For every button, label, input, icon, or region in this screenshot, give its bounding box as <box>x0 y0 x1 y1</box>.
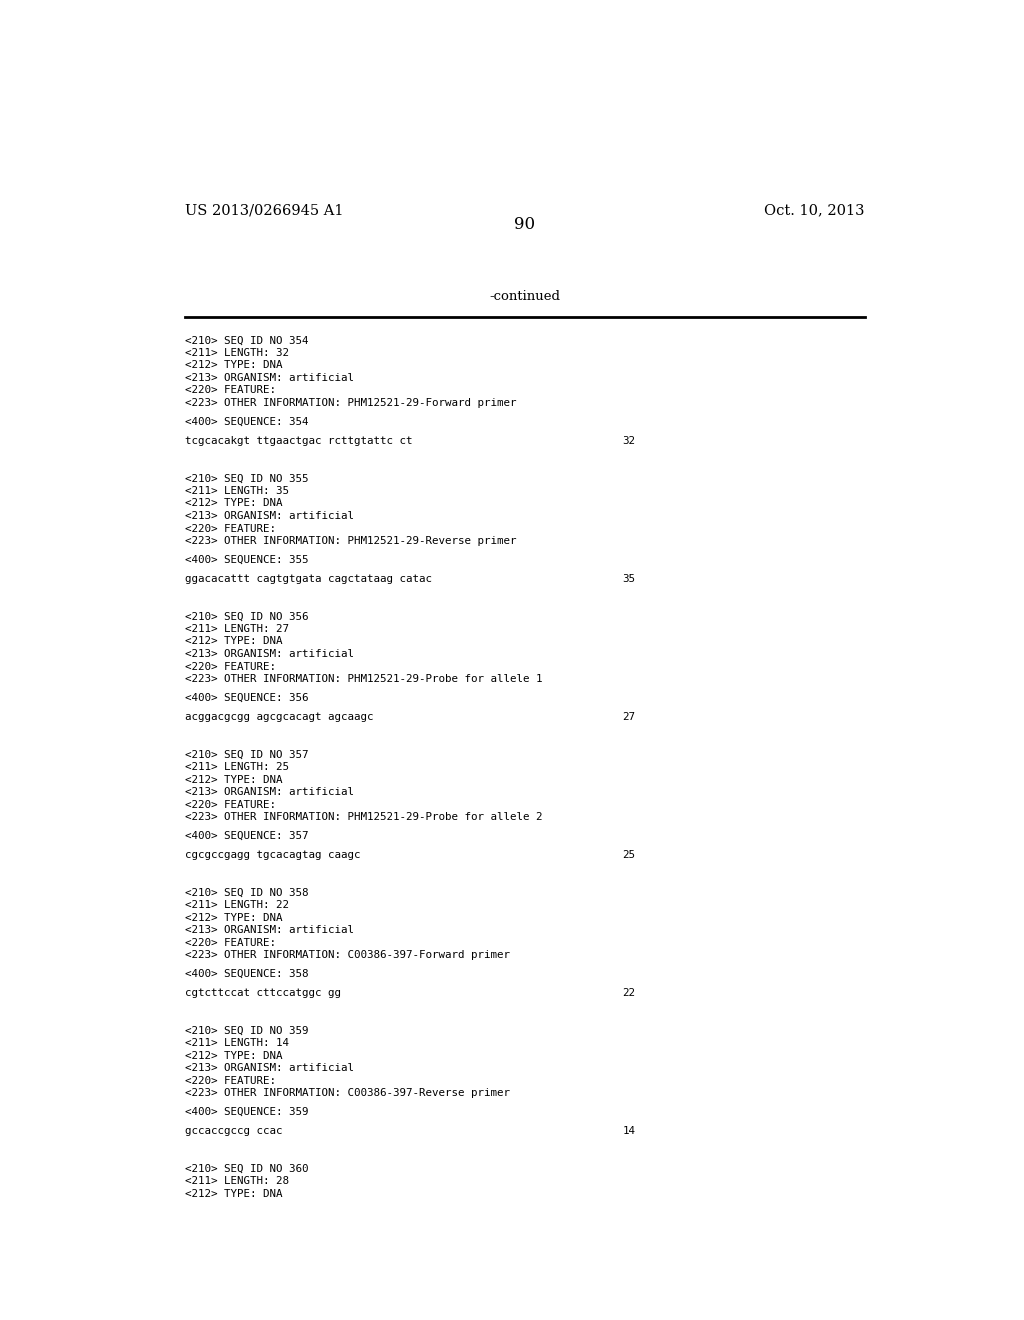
Text: <220> FEATURE:: <220> FEATURE: <box>185 661 276 672</box>
Text: <211> LENGTH: 25: <211> LENGTH: 25 <box>185 762 289 772</box>
Text: <223> OTHER INFORMATION: C00386-397-Forward primer: <223> OTHER INFORMATION: C00386-397-Forw… <box>185 950 510 960</box>
Text: <211> LENGTH: 27: <211> LENGTH: 27 <box>185 624 289 634</box>
Text: 14: 14 <box>623 1126 636 1137</box>
Text: <212> TYPE: DNA: <212> TYPE: DNA <box>185 1051 283 1061</box>
Text: -continued: -continued <box>489 289 560 302</box>
Text: <213> ORGANISM: artificial: <213> ORGANISM: artificial <box>185 511 354 521</box>
Text: <210> SEQ ID NO 357: <210> SEQ ID NO 357 <box>185 750 308 759</box>
Text: acggacgcgg agcgcacagt agcaagc: acggacgcgg agcgcacagt agcaagc <box>185 711 374 722</box>
Text: <212> TYPE: DNA: <212> TYPE: DNA <box>185 499 283 508</box>
Text: <400> SEQUENCE: 354: <400> SEQUENCE: 354 <box>185 417 308 426</box>
Text: <220> FEATURE:: <220> FEATURE: <box>185 1076 276 1086</box>
Text: <400> SEQUENCE: 357: <400> SEQUENCE: 357 <box>185 832 308 841</box>
Text: <223> OTHER INFORMATION: C00386-397-Reverse primer: <223> OTHER INFORMATION: C00386-397-Reve… <box>185 1089 510 1098</box>
Text: <210> SEQ ID NO 355: <210> SEQ ID NO 355 <box>185 474 308 483</box>
Text: <400> SEQUENCE: 358: <400> SEQUENCE: 358 <box>185 969 308 979</box>
Text: <211> LENGTH: 22: <211> LENGTH: 22 <box>185 900 289 909</box>
Text: 27: 27 <box>623 711 636 722</box>
Text: <210> SEQ ID NO 359: <210> SEQ ID NO 359 <box>185 1026 308 1036</box>
Text: 35: 35 <box>623 574 636 583</box>
Text: Oct. 10, 2013: Oct. 10, 2013 <box>764 203 864 216</box>
Text: <213> ORGANISM: artificial: <213> ORGANISM: artificial <box>185 649 354 659</box>
Text: gccaccgccg ccac: gccaccgccg ccac <box>185 1126 283 1137</box>
Text: <220> FEATURE:: <220> FEATURE: <box>185 524 276 533</box>
Text: <212> TYPE: DNA: <212> TYPE: DNA <box>185 636 283 647</box>
Text: <210> SEQ ID NO 354: <210> SEQ ID NO 354 <box>185 335 308 346</box>
Text: <400> SEQUENCE: 359: <400> SEQUENCE: 359 <box>185 1107 308 1117</box>
Text: US 2013/0266945 A1: US 2013/0266945 A1 <box>185 203 344 216</box>
Text: <210> SEQ ID NO 358: <210> SEQ ID NO 358 <box>185 887 308 898</box>
Text: <212> TYPE: DNA: <212> TYPE: DNA <box>185 775 283 784</box>
Text: <212> TYPE: DNA: <212> TYPE: DNA <box>185 1189 283 1199</box>
Text: <400> SEQUENCE: 355: <400> SEQUENCE: 355 <box>185 554 308 565</box>
Text: <211> LENGTH: 14: <211> LENGTH: 14 <box>185 1038 289 1048</box>
Text: 90: 90 <box>514 216 536 234</box>
Text: ggacacattt cagtgtgata cagctataag catac: ggacacattt cagtgtgata cagctataag catac <box>185 574 432 583</box>
Text: <223> OTHER INFORMATION: PHM12521-29-Probe for allele 1: <223> OTHER INFORMATION: PHM12521-29-Pro… <box>185 675 543 684</box>
Text: <220> FEATURE:: <220> FEATURE: <box>185 937 276 948</box>
Text: cgcgccgagg tgcacagtag caagc: cgcgccgagg tgcacagtag caagc <box>185 850 360 859</box>
Text: <210> SEQ ID NO 360: <210> SEQ ID NO 360 <box>185 1164 308 1173</box>
Text: <211> LENGTH: 35: <211> LENGTH: 35 <box>185 486 289 496</box>
Text: <223> OTHER INFORMATION: PHM12521-29-Forward primer: <223> OTHER INFORMATION: PHM12521-29-For… <box>185 399 516 408</box>
Text: cgtcttccat cttccatggc gg: cgtcttccat cttccatggc gg <box>185 987 341 998</box>
Text: <223> OTHER INFORMATION: PHM12521-29-Probe for allele 2: <223> OTHER INFORMATION: PHM12521-29-Pro… <box>185 812 543 822</box>
Text: <213> ORGANISM: artificial: <213> ORGANISM: artificial <box>185 787 354 797</box>
Text: <211> LENGTH: 32: <211> LENGTH: 32 <box>185 347 289 358</box>
Text: <213> ORGANISM: artificial: <213> ORGANISM: artificial <box>185 1063 354 1073</box>
Text: 22: 22 <box>623 987 636 998</box>
Text: <212> TYPE: DNA: <212> TYPE: DNA <box>185 912 283 923</box>
Text: <213> ORGANISM: artificial: <213> ORGANISM: artificial <box>185 925 354 935</box>
Text: <211> LENGTH: 28: <211> LENGTH: 28 <box>185 1176 289 1187</box>
Text: <213> ORGANISM: artificial: <213> ORGANISM: artificial <box>185 374 354 383</box>
Text: <400> SEQUENCE: 356: <400> SEQUENCE: 356 <box>185 693 308 704</box>
Text: <220> FEATURE:: <220> FEATURE: <box>185 385 276 396</box>
Text: <210> SEQ ID NO 356: <210> SEQ ID NO 356 <box>185 611 308 622</box>
Text: tcgcacakgt ttgaactgac rcttgtattc ct: tcgcacakgt ttgaactgac rcttgtattc ct <box>185 436 413 446</box>
Text: 32: 32 <box>623 436 636 446</box>
Text: 25: 25 <box>623 850 636 859</box>
Text: <220> FEATURE:: <220> FEATURE: <box>185 800 276 809</box>
Text: <212> TYPE: DNA: <212> TYPE: DNA <box>185 360 283 371</box>
Text: <223> OTHER INFORMATION: PHM12521-29-Reverse primer: <223> OTHER INFORMATION: PHM12521-29-Rev… <box>185 536 516 546</box>
